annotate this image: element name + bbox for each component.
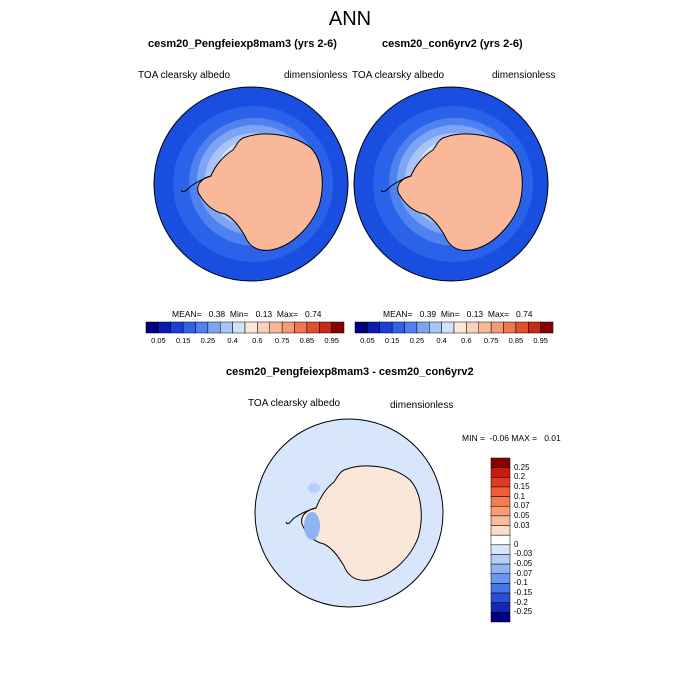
diff-colorbar-swatch [490, 457, 511, 468]
colorbar-swatch [416, 321, 430, 334]
colorbar-swatch [515, 321, 529, 334]
colorbar-swatch [478, 321, 492, 334]
diff-colorbar-swatch [490, 573, 511, 584]
diff-colorbar-tick-label: -0.1 [514, 578, 528, 588]
diff-colorbar-swatch [490, 544, 511, 555]
diff-colorbar-swatch [490, 505, 511, 517]
diff-panel-variable-label: TOA clearsky albedo [248, 398, 341, 409]
panel-2-map [353, 86, 549, 282]
diff-colorbar-tick-label: -0.25 [514, 607, 533, 617]
colorbar-tick-label: 0.75 [483, 336, 499, 345]
colorbar-swatch [170, 321, 184, 334]
colorbar-swatch [453, 321, 467, 334]
diff-colorbar-swatch [490, 477, 511, 488]
panel-1-variable-label: TOA clearsky albedo [138, 70, 231, 81]
diff-panel-units-label: dimensionless [390, 400, 454, 411]
colorbar-tick-label: 0.05 [151, 336, 166, 345]
diff-colorbar-tick-label: 0.07 [514, 501, 530, 511]
colorbar-swatch [441, 321, 455, 334]
colorbar-tick-label: 0.4 [436, 336, 447, 345]
diff-colorbar-tick-label: 0.05 [514, 510, 530, 520]
diff-colorbar-tick-label: 0.03 [514, 520, 530, 530]
panel-1-colorbar [145, 321, 345, 334]
diff-colorbar-tick-label: -0.2 [514, 597, 528, 607]
panel-1-units-label: dimensionless [284, 70, 348, 81]
diff-colorbar-tick-label: 0 [514, 539, 519, 549]
figure-title: ANN [328, 8, 372, 30]
colorbar-swatch [232, 321, 246, 334]
colorbar-swatch [466, 321, 479, 334]
diff-colorbar-swatch [490, 496, 511, 507]
colorbar-tick-label: 0.75 [274, 336, 290, 345]
colorbar-swatch [195, 321, 209, 334]
colorbar-tick-label: 0.6 [461, 336, 472, 345]
diff-colorbar-swatch [490, 486, 511, 497]
colorbar-swatch [354, 321, 368, 334]
colorbar-tick-label: 0.15 [384, 336, 400, 345]
diff-colorbar-swatch [490, 554, 511, 565]
diff-colorbar-tick-label: -0.15 [514, 588, 533, 598]
colorbar-tick-label: 0.95 [324, 336, 339, 345]
diff-panel-title: cesm20_Pengfeiexp8mam3 - cesm20_con6yrv2 [226, 366, 474, 378]
diff-colorbar-tick-label: -0.07 [514, 568, 533, 578]
diff-colorbar-tick-label: -0.03 [514, 549, 533, 559]
colorbar-swatch [269, 321, 283, 334]
colorbar-swatch [503, 321, 517, 334]
colorbar-swatch [367, 321, 380, 334]
colorbar-swatch [540, 321, 554, 334]
colorbar-swatch [379, 321, 393, 334]
colorbar-swatch [391, 321, 405, 334]
colorbar-swatch [490, 321, 504, 334]
colorbar-swatch [257, 321, 270, 334]
colorbar-swatch [158, 321, 171, 334]
diff-colorbar-swatch [490, 534, 511, 546]
diff-colorbar-tick-label: 0.25 [514, 462, 530, 472]
colorbar-swatch [281, 321, 295, 334]
colorbar-swatch [145, 321, 159, 334]
panel-2-variable-label: TOA clearsky albedo [352, 70, 445, 81]
colorbar-swatch [294, 321, 308, 334]
diff-panel-stats: MIN = -0.06 MAX = 0.01 [462, 433, 561, 443]
diff-colorbar-tick-label: 0.15 [514, 481, 530, 491]
colorbar-tick-label: 0.25 [200, 336, 216, 345]
diff-colorbar-tick-label: 0.2 [514, 472, 526, 482]
panel-2-colorbar [354, 321, 554, 334]
colorbar-swatch [528, 321, 541, 334]
colorbar-tick-label: 0.15 [175, 336, 191, 345]
panel-1-title: cesm20_Pengfeiexp8mam3 (yrs 2-6) [148, 38, 337, 50]
colorbar-swatch [244, 321, 258, 334]
colorbar-tick-label: 0.95 [533, 336, 548, 345]
colorbar-swatch [429, 321, 442, 334]
diff-colorbar [490, 457, 511, 623]
panel-1-map [153, 86, 349, 282]
diff-colorbar-swatch [490, 563, 511, 575]
diff-colorbar-swatch [490, 525, 511, 536]
diff-colorbar-swatch [490, 592, 511, 603]
panel-2-units-label: dimensionless [492, 70, 556, 81]
colorbar-tick-label: 0.05 [360, 336, 375, 345]
colorbar-tick-label: 0.85 [299, 336, 315, 345]
colorbar-tick-label: 0.4 [227, 336, 238, 345]
colorbar-swatch [182, 321, 196, 334]
colorbar-swatch [207, 321, 221, 334]
diff-colorbar-tick-label: -0.05 [514, 559, 533, 569]
panel-1-stats: MEAN= 0.38 Min= 0.13 Max= 0.74 [172, 309, 322, 319]
panel-2-title: cesm20_con6yrv2 (yrs 2-6) [382, 38, 523, 50]
diff-map [254, 418, 444, 608]
panel-2-stats: MEAN= 0.39 Min= 0.13 Max= 0.74 [383, 309, 533, 319]
diff-colorbar-swatch [490, 583, 511, 594]
colorbar-swatch [220, 321, 233, 334]
diff-colorbar-swatch [490, 515, 511, 526]
diff-colorbar-swatch [490, 602, 511, 613]
colorbar-swatch [319, 321, 332, 334]
diff-colorbar-tick-label: 0.1 [514, 491, 526, 501]
diff-colorbar-swatch [490, 612, 511, 623]
colorbar-swatch [331, 321, 345, 334]
colorbar-swatch [404, 321, 418, 334]
diff-colorbar-swatch [490, 467, 511, 478]
colorbar-tick-label: 0.25 [409, 336, 425, 345]
colorbar-swatch [306, 321, 320, 334]
colorbar-tick-label: 0.6 [252, 336, 263, 345]
colorbar-tick-label: 0.85 [508, 336, 524, 345]
